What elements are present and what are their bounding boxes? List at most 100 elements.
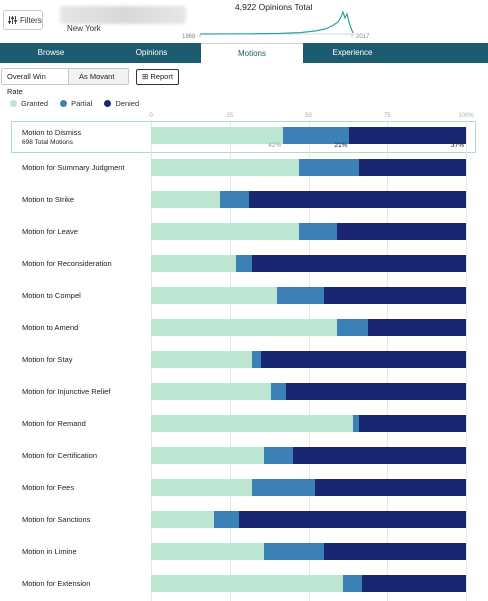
bar-granted[interactable] <box>151 319 337 336</box>
motion-type-label[interactable]: Motion to Dismiss <box>22 128 82 137</box>
granted-dot-icon <box>10 100 17 107</box>
bar-partial[interactable] <box>299 223 337 240</box>
bar-granted[interactable] <box>151 575 344 592</box>
motion-type-label[interactable]: Motion to Compel <box>22 291 81 300</box>
legend-label: Denied <box>115 99 140 108</box>
bar-granted[interactable] <box>151 159 300 176</box>
subtab-as-movant[interactable]: As Movant <box>68 69 128 84</box>
motion-type-label[interactable]: Motion for Fees <box>22 483 75 492</box>
legend-label: Partial <box>71 99 93 108</box>
legend-item-granted: Granted <box>10 99 48 108</box>
header: Filters New York 4,922 Opinions Total 19… <box>0 0 488 44</box>
filter-sliders-icon <box>8 16 17 24</box>
report-button[interactable]: ⊞ Report <box>136 69 179 85</box>
motion-type-label[interactable]: Motion for Certification <box>22 451 98 460</box>
bar-partial[interactable] <box>283 127 350 144</box>
bar-granted[interactable] <box>151 543 265 560</box>
tab-experience[interactable]: Experience <box>332 48 373 57</box>
win-rate-toggle: Overall Win Rate As Movant <box>1 68 129 96</box>
bar-denied[interactable] <box>261 351 466 368</box>
bar-denied[interactable] <box>314 479 466 496</box>
tab-opinions[interactable]: Opinions <box>135 48 168 57</box>
bar-granted[interactable] <box>151 447 265 464</box>
partial-dot-icon <box>60 100 68 107</box>
bar-partial[interactable] <box>236 255 252 272</box>
tab-motions[interactable]: Motions <box>201 43 303 63</box>
bar-granted[interactable] <box>151 191 221 208</box>
bar-denied[interactable] <box>239 511 466 528</box>
sparkline-start-label: 1968 <box>182 34 196 40</box>
percent-label-denied: 37% <box>450 142 464 149</box>
judge-name-redacted <box>60 6 186 24</box>
x-tick-label: 25 <box>226 113 234 119</box>
motion-type-label[interactable]: Motion to Amend <box>22 323 79 332</box>
motion-type-label[interactable]: Motion to Strike <box>22 195 75 204</box>
motion-type-label[interactable]: Motion for Sanctions <box>22 515 91 524</box>
legend-item-partial: Partial <box>60 99 92 108</box>
bar-granted[interactable] <box>151 479 252 496</box>
gridline <box>466 120 467 601</box>
bar-partial[interactable] <box>299 159 359 176</box>
bar-partial[interactable] <box>277 287 325 304</box>
tab-browse[interactable]: Browse <box>37 48 65 57</box>
motion-type-label[interactable]: Motion for Extension <box>22 579 91 588</box>
bar-denied[interactable] <box>251 255 466 272</box>
bar-partial[interactable] <box>251 479 315 496</box>
legend-label: Granted <box>21 99 49 108</box>
motion-type-label[interactable]: Motion for Injunctive Relief <box>22 387 111 396</box>
filters-button[interactable]: Filters <box>3 10 43 30</box>
motion-type-label[interactable]: Motion in Limine <box>22 547 77 556</box>
bar-denied[interactable] <box>362 575 466 592</box>
bar-granted[interactable] <box>151 287 277 304</box>
bar-granted[interactable] <box>151 511 214 528</box>
bar-partial[interactable] <box>220 191 249 208</box>
bar-denied[interactable] <box>324 287 466 304</box>
bar-denied[interactable] <box>324 543 466 560</box>
motion-type-label[interactable]: Motion for Summary Judgment <box>22 163 125 172</box>
subtab-overall-win-rate[interactable]: Overall Win Rate <box>2 69 68 96</box>
chart-legend: Granted Partial Denied <box>10 99 151 108</box>
bar-granted[interactable] <box>151 223 300 240</box>
report-label: Report <box>150 72 173 81</box>
bar-granted[interactable] <box>151 255 237 272</box>
bar-denied[interactable] <box>358 415 466 432</box>
motion-type-label[interactable]: Motion for Reconsideration <box>22 259 112 268</box>
bar-denied[interactable] <box>248 191 466 208</box>
bar-denied[interactable] <box>358 159 466 176</box>
bar-partial[interactable] <box>214 511 240 528</box>
bar-partial[interactable] <box>343 575 363 592</box>
legend-item-denied: Denied <box>104 99 139 108</box>
motion-type-label[interactable]: Motion for Leave <box>22 227 78 236</box>
sparkline-end-label: 2017 <box>356 34 370 40</box>
bar-partial[interactable] <box>264 447 293 464</box>
bar-denied[interactable] <box>286 383 466 400</box>
bar-partial[interactable] <box>264 543 325 560</box>
bar-partial[interactable] <box>352 415 359 432</box>
bar-granted[interactable] <box>151 127 284 144</box>
opinions-sparkline <box>199 10 355 37</box>
bar-denied[interactable] <box>292 447 466 464</box>
percent-label-granted: 42% <box>268 142 282 149</box>
x-tick-label: 75 <box>383 113 391 119</box>
bar-granted[interactable] <box>151 415 353 432</box>
motion-type-label[interactable]: Motion for Remand <box>22 419 86 428</box>
filters-label: Filters <box>20 15 42 25</box>
x-tick-label: 50 <box>305 113 312 119</box>
opinions-total: 4,922 Opinions Total <box>235 2 313 12</box>
bar-granted[interactable] <box>151 351 252 368</box>
bar-granted[interactable] <box>151 383 271 400</box>
bar-denied[interactable] <box>336 223 466 240</box>
bar-partial[interactable] <box>270 383 287 400</box>
bar-denied[interactable] <box>349 127 466 144</box>
bar-partial[interactable] <box>251 351 262 368</box>
x-tick-label: 0 <box>149 113 153 119</box>
x-tick-label: 100% <box>458 113 474 119</box>
bar-partial[interactable] <box>336 319 369 336</box>
highlighted-row-outline <box>11 121 476 153</box>
motion-type-label[interactable]: Motion for Stay <box>22 355 73 364</box>
main-tabs: Browse Opinions Motions Experience <box>0 43 488 63</box>
denied-dot-icon <box>104 100 112 107</box>
bar-denied[interactable] <box>368 319 466 336</box>
percent-label-partial: 21% <box>334 142 348 149</box>
